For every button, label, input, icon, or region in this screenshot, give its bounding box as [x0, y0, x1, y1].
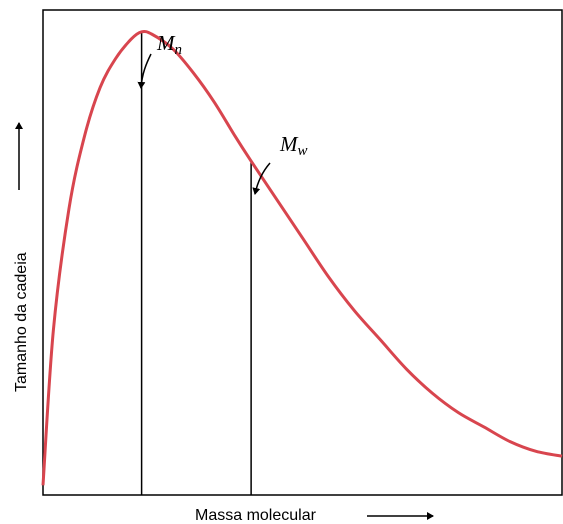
mw-pointer-arrow	[252, 162, 271, 195]
distribution-curve	[41, 29, 563, 486]
mw-label: Mw	[279, 132, 308, 159]
mn-pointer-arrow	[137, 53, 152, 89]
y-axis-label: Tamanho da cadeia	[13, 252, 30, 392]
mn-label: Mn	[156, 31, 182, 58]
plot-frame	[42, 9, 563, 496]
x-axis-label: Massa molecular	[195, 507, 317, 524]
